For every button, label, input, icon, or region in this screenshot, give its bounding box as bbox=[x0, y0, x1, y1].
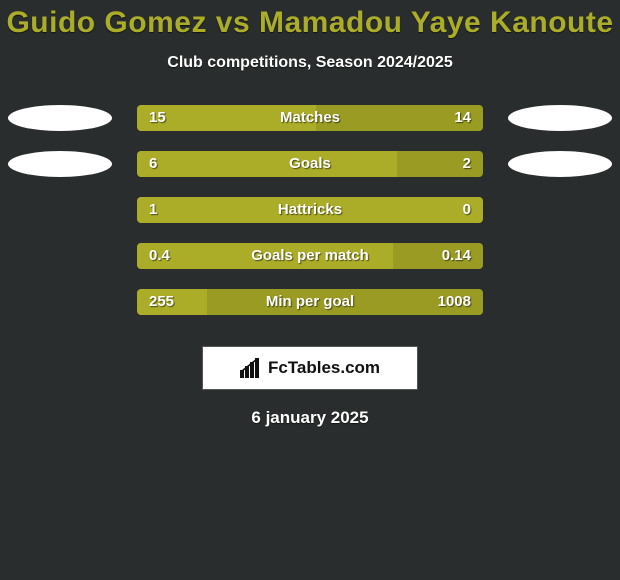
stat-rows: 1514Matches62Goals10Hattricks0.40.14Goal… bbox=[0, 102, 620, 332]
attribution-text: FcTables.com bbox=[268, 358, 380, 378]
player-avatar-left bbox=[8, 105, 112, 131]
player-avatar-left bbox=[8, 151, 112, 177]
stat-row: 62Goals bbox=[0, 148, 620, 194]
player-avatar-right bbox=[508, 105, 612, 131]
stat-label: Hattricks bbox=[137, 197, 483, 223]
stat-label: Goals per match bbox=[137, 243, 483, 269]
attribution-box: FcTables.com bbox=[202, 346, 418, 390]
stat-label: Min per goal bbox=[137, 289, 483, 315]
stat-label: Goals bbox=[137, 151, 483, 177]
stat-row: 10Hattricks bbox=[0, 194, 620, 240]
player-avatar-right bbox=[508, 151, 612, 177]
chart-icon bbox=[240, 358, 262, 378]
comparison-infographic: Guido Gomez vs Mamadou Yaye Kanoute Club… bbox=[0, 0, 620, 580]
page-subtitle: Club competitions, Season 2024/2025 bbox=[0, 54, 620, 72]
stat-row: 1514Matches bbox=[0, 102, 620, 148]
stat-label: Matches bbox=[137, 105, 483, 131]
stat-row: 0.40.14Goals per match bbox=[0, 240, 620, 286]
page-title: Guido Gomez vs Mamadou Yaye Kanoute bbox=[0, 6, 620, 40]
date-text: 6 january 2025 bbox=[0, 408, 620, 428]
stat-row: 2551008Min per goal bbox=[0, 286, 620, 332]
